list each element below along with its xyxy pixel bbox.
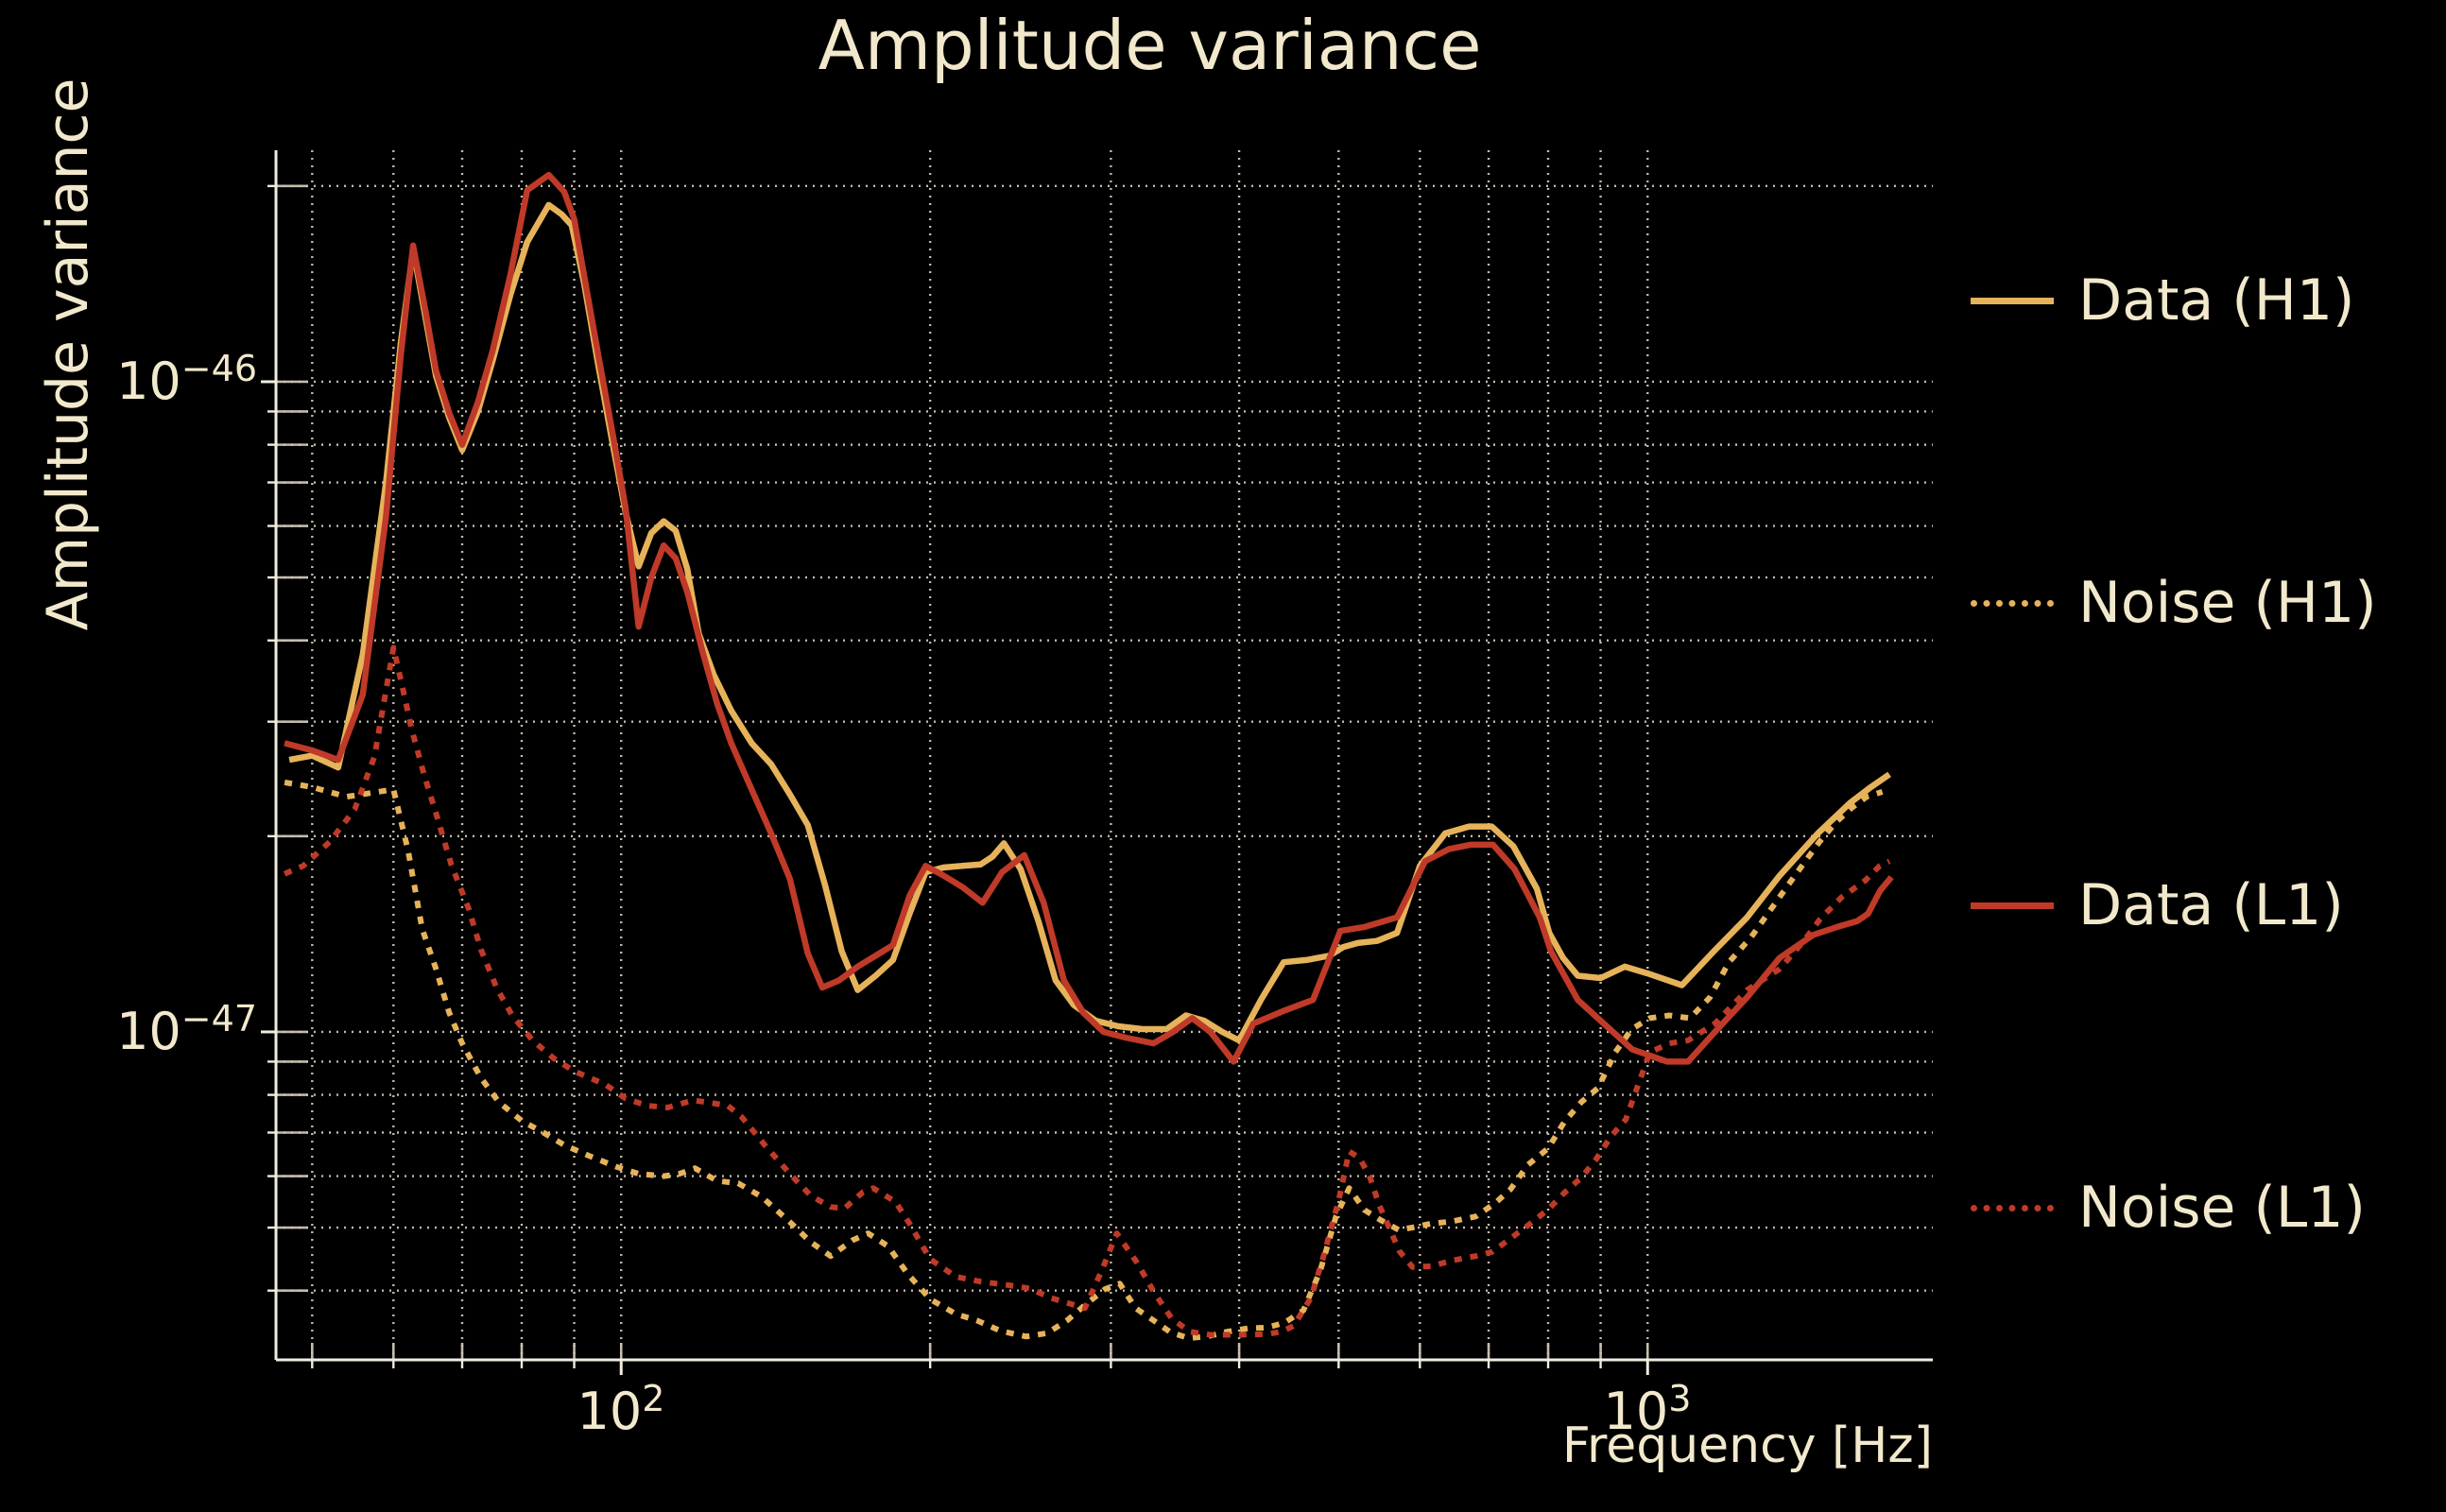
x-tick-100: 102 (577, 1378, 665, 1441)
legend-line-data-l1-icon (1971, 902, 2054, 909)
x-tick-1000: 103 (1603, 1378, 1692, 1441)
legend-label-noise-l1: Noise (L1) (2078, 1175, 2366, 1241)
y-tick-1e-46: 10−46 (116, 348, 257, 411)
legend-entry-data-h1: Data (H1) (1971, 265, 2354, 336)
legend-entry-data-l1: Data (L1) (1971, 869, 2344, 941)
legend-line-noise-h1-icon (1971, 599, 2054, 607)
legend-entry-noise-h1: Noise (H1) (1971, 567, 2377, 639)
y-tick-1e-47: 10−47 (116, 998, 257, 1061)
chart-title: Amplitude variance (818, 6, 1482, 85)
legend-label-data-h1: Data (H1) (2078, 267, 2355, 334)
legend-line-data-h1-icon (1971, 297, 2054, 304)
legend-line-noise-l1-icon (1971, 1204, 2054, 1211)
x-axis-label: Frequency [Hz] (1561, 1418, 1933, 1474)
legend-label-data-l1: Data (L1) (2078, 872, 2344, 938)
legend-entry-noise-l1: Noise (L1) (1971, 1172, 2366, 1244)
legend-label-noise-h1: Noise (H1) (2078, 570, 2377, 636)
